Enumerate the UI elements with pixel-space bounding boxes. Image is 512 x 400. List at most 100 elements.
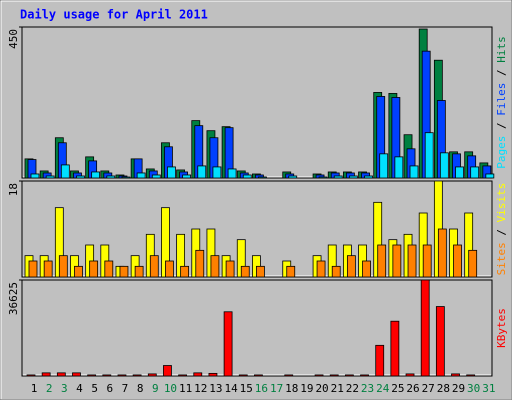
bar	[195, 249, 205, 278]
x-tick-label: 10	[164, 382, 177, 395]
bar	[254, 374, 263, 377]
bar	[180, 265, 190, 278]
x-tick-label: 15	[240, 382, 253, 395]
bar	[377, 244, 387, 278]
legend-entry: KBytes	[495, 308, 508, 348]
bar	[240, 265, 250, 278]
legend-separator: /	[495, 116, 508, 136]
x-tick-label: 16	[255, 382, 268, 395]
x-tick-label: 17	[270, 382, 283, 395]
legend: Sites / Visits	[495, 183, 508, 276]
bar	[318, 176, 328, 179]
bar	[394, 156, 404, 179]
bar	[210, 255, 220, 278]
x-tick-label: 13	[209, 382, 222, 395]
bar	[329, 374, 339, 377]
bar	[225, 260, 235, 278]
x-tick-label: 3	[61, 382, 68, 395]
bar	[30, 173, 40, 179]
bar	[45, 175, 55, 179]
bar	[149, 255, 159, 278]
x-tick-label: 4	[76, 382, 83, 395]
bar	[409, 165, 419, 179]
bar	[314, 374, 324, 377]
bar	[106, 175, 116, 179]
bar	[466, 374, 476, 377]
bar	[348, 175, 358, 179]
x-tick-label: 30	[467, 382, 480, 395]
x-tick-label: 21	[331, 382, 344, 395]
bar	[435, 306, 445, 377]
bar	[468, 249, 478, 278]
x-tick-label: 27	[422, 382, 435, 395]
bar	[405, 373, 415, 377]
x-tick-label: 6	[106, 382, 113, 395]
bar	[28, 260, 38, 278]
x-tick-label: 1	[31, 382, 38, 395]
bar	[72, 372, 81, 377]
legend-separator: /	[495, 63, 508, 83]
x-tick-label: 31	[482, 382, 495, 395]
x-tick-label: 7	[122, 382, 129, 395]
bar	[422, 244, 432, 278]
y-tick-label: 36625	[7, 282, 20, 315]
legend-separator: /	[495, 222, 508, 242]
x-tick-label: 26	[406, 382, 419, 395]
bar	[74, 265, 83, 278]
x-tick-label: 23	[361, 382, 374, 395]
bar	[91, 171, 101, 179]
bar	[392, 244, 402, 278]
bar	[43, 260, 53, 278]
legend-entry: Sites	[495, 242, 508, 275]
bar	[364, 175, 373, 179]
x-tick-label: 12	[194, 382, 207, 395]
bar	[379, 153, 389, 179]
bar	[56, 372, 66, 377]
bar	[344, 374, 354, 377]
bar	[208, 372, 218, 377]
bar	[316, 260, 326, 278]
bar	[178, 374, 188, 377]
bar	[286, 265, 296, 278]
bar	[451, 373, 460, 377]
bar	[104, 260, 114, 278]
bar	[288, 175, 298, 179]
bar	[102, 374, 112, 377]
bar	[76, 175, 85, 179]
plot-area	[21, 279, 493, 377]
bar	[87, 374, 97, 377]
bar	[424, 132, 434, 179]
x-tick-label: 20	[315, 382, 328, 395]
legend-entry: Pages	[495, 136, 508, 169]
x-tick-label: 2	[46, 382, 53, 395]
x-tick-label: 5	[91, 382, 98, 395]
legend: KBytes	[495, 308, 508, 348]
bar	[258, 176, 267, 179]
x-tick-label: 8	[137, 382, 144, 395]
x-tick-label: 24	[376, 382, 390, 395]
legend-entry: Files	[495, 83, 508, 116]
bar	[470, 166, 480, 179]
x-tick-label: 19	[300, 382, 313, 395]
x-tick-label: 29	[452, 382, 465, 395]
bar	[89, 260, 99, 278]
bar	[223, 311, 233, 377]
bar	[407, 244, 417, 278]
bar	[333, 175, 343, 179]
bar	[390, 320, 400, 377]
bar	[147, 373, 157, 377]
bar	[242, 174, 252, 179]
bar	[439, 152, 449, 179]
bar	[167, 166, 176, 179]
bar	[26, 374, 36, 377]
bar	[331, 265, 341, 278]
x-tick-label: 18	[285, 382, 298, 395]
x-tick-label: 28	[437, 382, 450, 395]
bar	[197, 165, 207, 179]
bar	[437, 228, 447, 278]
chart-title: Daily usage for April 2011	[20, 8, 208, 22]
bar	[360, 374, 369, 377]
x-tick-label: 25	[391, 382, 404, 395]
bar	[132, 374, 142, 377]
bar	[284, 374, 294, 377]
